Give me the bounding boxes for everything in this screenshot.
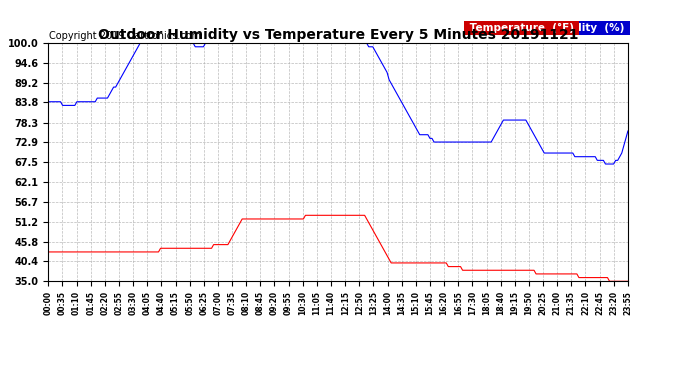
Text: Humidity  (%): Humidity (%) — [540, 22, 628, 33]
Text: Temperature  (°F): Temperature (°F) — [466, 22, 578, 33]
Title: Outdoor Humidity vs Temperature Every 5 Minutes 20191121: Outdoor Humidity vs Temperature Every 5 … — [98, 28, 578, 42]
Text: Copyright 2019 Cartronics.com: Copyright 2019 Cartronics.com — [50, 31, 201, 41]
